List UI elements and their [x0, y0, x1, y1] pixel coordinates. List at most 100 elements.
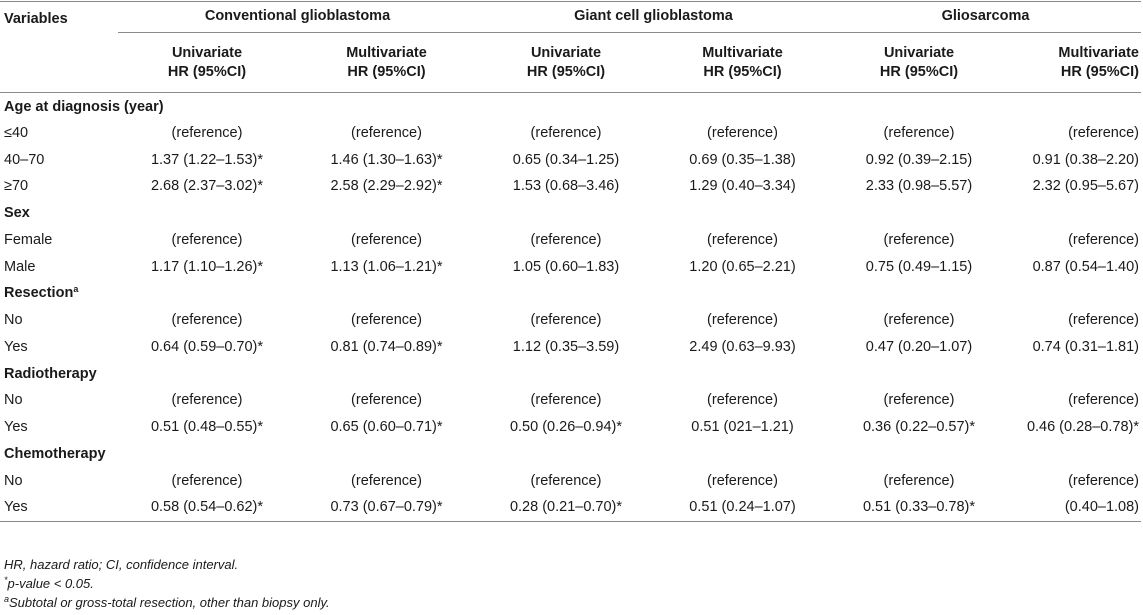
footnote: *p-value < 0.05.: [4, 574, 330, 593]
table-cell: 1.13 (1.06–1.21)*: [330, 258, 443, 275]
table-footnotes: HR, hazard ratio; CI, confidence interva…: [4, 555, 330, 612]
table-cell: 2.32 (0.95–5.67): [1032, 178, 1139, 195]
section-title-text: Radiotherapy: [4, 365, 97, 382]
table-cell: (0.40–1.08): [1064, 499, 1139, 516]
footnote: aSubtotal or gross-total resection, othe…: [4, 593, 330, 612]
table-cell: 1.46 (1.30–1.63)*: [330, 151, 443, 168]
table-cell: 0.91 (0.38–2.20): [1032, 151, 1139, 168]
footnote-marker: a: [73, 284, 79, 295]
table-cell: (reference): [530, 312, 602, 329]
row-label: No: [4, 472, 23, 489]
table-row: Yes 0.51 (0.48–0.55)* 0.65 (0.60–0.71)* 0.5…: [0, 414, 1141, 441]
table-cell: (reference): [707, 125, 778, 142]
table-cell: 0.75 (0.49–1.15): [865, 258, 973, 275]
subheader-multivariate: Multivariate: [702, 45, 783, 61]
table-cell: 0.74 (0.31–1.81): [1032, 338, 1139, 355]
table-cell: (reference): [530, 472, 602, 489]
table-cell: 0.69 (0.35–1.38): [689, 151, 796, 168]
table-cell: (reference): [171, 472, 243, 489]
table-cell: 1.29 (0.40–3.34): [689, 178, 796, 195]
table-row: ≤40 (reference) (reference) (reference) (ref…: [0, 120, 1141, 147]
subheader-univariate: Univariate: [530, 45, 602, 61]
table-cell: (reference): [1068, 472, 1139, 489]
row-label: No: [4, 312, 23, 329]
subheader-univariate: Univariate: [883, 45, 955, 61]
row-label: Yes: [4, 419, 28, 436]
row-label: Female: [4, 232, 53, 249]
section-title-text: Sex: [4, 205, 30, 222]
table-cell: 0.51 (0.24–1.07): [689, 499, 796, 516]
table-cell: 0.50 (0.26–0.94)*: [509, 419, 623, 436]
hazard-ratio-table: Variables Conventional glioblastoma Gian…: [0, 1, 1141, 526]
group-header-giant-cell: Giant cell glioblastoma: [477, 2, 830, 35]
section-title: Age at diagnosis (year): [0, 93, 1141, 121]
subheader-multivariate: Multivariate: [1058, 45, 1139, 61]
table-cell: 0.46 (0.28–0.78)*: [1026, 419, 1139, 436]
table-cell: (reference): [1068, 392, 1139, 409]
table-cell: 1.12 (0.35–3.59): [512, 338, 620, 355]
row-label: 40–70: [4, 151, 45, 168]
section-title: Chemotherapy: [0, 440, 1141, 467]
table-row: No (reference) (reference) (reference) (refe…: [0, 467, 1141, 494]
section-row: Age at diagnosis (year): [0, 93, 1141, 121]
row-label: No: [4, 392, 23, 409]
table-cell: 2.33 (0.98–5.57): [865, 178, 973, 195]
group-header-conventional: Conventional glioblastoma: [118, 2, 477, 35]
table-row: ≥70 2.68 (2.37–3.02)* 2.58 (2.29–2.92)* 1.5…: [0, 173, 1141, 200]
table-cell: 0.65 (0.34–1.25): [512, 151, 620, 168]
table-cell: (reference): [351, 232, 422, 249]
row-label: ≥70: [4, 178, 29, 195]
table-cell: (reference): [1068, 232, 1139, 249]
table-row: Yes 0.64 (0.59–0.70)* 0.81 (0.74–0.89)* 1.1…: [0, 334, 1141, 361]
group-header-gliosarcoma: Gliosarcoma: [830, 2, 1141, 35]
table-cell: (reference): [707, 472, 778, 489]
footnote-marker: a: [4, 594, 10, 604]
section-title: Resectiona: [0, 280, 1141, 307]
section-row: Resectiona: [0, 280, 1141, 307]
table-body: Age at diagnosis (year) ≤40 (reference) (re…: [0, 93, 1141, 522]
table-row: Yes 0.58 (0.54–0.62)* 0.73 (0.67–0.79)* 0.2…: [0, 494, 1141, 521]
table-cell: 1.20 (0.65–2.21): [689, 258, 796, 275]
table-cell: (reference): [883, 472, 955, 489]
table-row: No (reference) (reference) (reference) (refe…: [0, 387, 1141, 414]
subheader-univariate: Univariate: [171, 45, 243, 61]
table-cell: 0.47 (0.20–1.07): [865, 338, 973, 355]
table-cell: 1.37 (1.22–1.53)*: [150, 151, 264, 168]
table-cell: 0.64 (0.59–0.70)*: [150, 338, 264, 355]
footnote: HR, hazard ratio; CI, confidence interva…: [4, 555, 330, 574]
table-cell: 0.81 (0.74–0.89)*: [330, 338, 443, 355]
row-label: ≤40: [4, 125, 29, 142]
subheader-hr-ci: HR (95%CI): [477, 61, 655, 93]
table-cell: 2.49 (0.63–9.93): [689, 338, 796, 355]
table-row: Male 1.17 (1.10–1.26)* 1.13 (1.06–1.21)* 1.…: [0, 253, 1141, 280]
footnote-text: HR, hazard ratio; CI, confidence interva…: [4, 557, 239, 572]
subheader-hr-ci: HR (95%CI): [655, 61, 830, 93]
table-cell: 0.73 (0.67–0.79)*: [330, 499, 443, 516]
table-cell: 0.51 (021–1.21): [691, 419, 794, 436]
table-cell: (reference): [707, 312, 778, 329]
subheader-multivariate: Multivariate: [346, 45, 427, 61]
table-cell: 0.87 (0.54–1.40): [1032, 258, 1139, 275]
table-cell: (reference): [351, 392, 422, 409]
table-cell: 0.51 (0.48–0.55)*: [150, 419, 264, 436]
variables-header: Variables: [4, 10, 68, 27]
table-cell: 0.28 (0.21–0.70)*: [509, 499, 623, 516]
table-cell: (reference): [707, 232, 778, 249]
table-row: 40–70 1.37 (1.22–1.53)* 1.46 (1.30–1.63)* 0…: [0, 147, 1141, 174]
table-cell: 0.58 (0.54–0.62)*: [150, 499, 264, 516]
table-cell: 1.05 (0.60–1.83): [512, 258, 620, 275]
table-cell: (reference): [530, 125, 602, 142]
table-cell: (reference): [171, 312, 243, 329]
table-cell: (reference): [171, 125, 243, 142]
table-cell: 0.92 (0.39–2.15): [865, 151, 973, 168]
table-cell: (reference): [351, 125, 422, 142]
table-cell: (reference): [351, 312, 422, 329]
table-cell: 0.51 (0.33–0.78)*: [862, 499, 976, 516]
table-cell: 1.17 (1.10–1.26)*: [150, 258, 264, 275]
table-cell: 0.65 (0.60–0.71)*: [330, 419, 443, 436]
row-label: Yes: [4, 499, 28, 516]
table-cell: (reference): [883, 232, 955, 249]
table-cell: (reference): [883, 312, 955, 329]
table-cell: (reference): [707, 392, 778, 409]
